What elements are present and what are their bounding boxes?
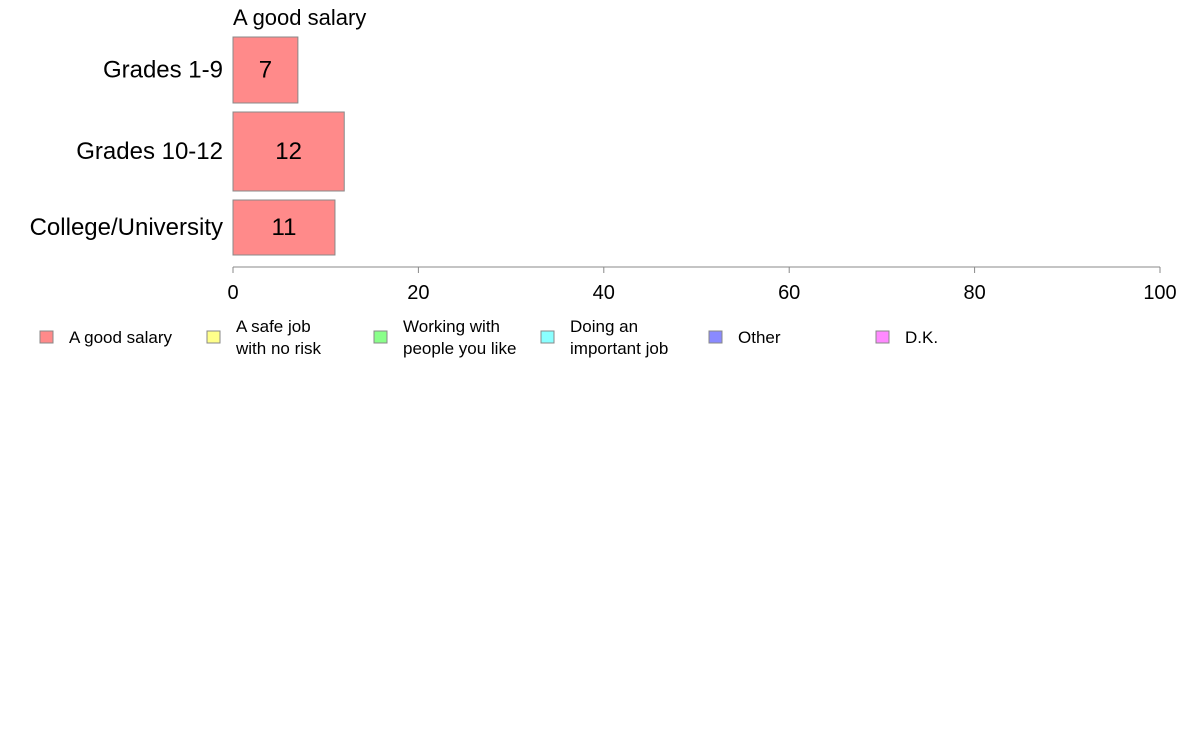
- legend-swatch: [206, 330, 221, 344]
- x-tick-label: 100: [1143, 282, 1176, 304]
- category-label: Grades 10-12: [76, 138, 223, 165]
- x-tick-label: 0: [227, 282, 238, 304]
- x-tick-label: 60: [778, 282, 800, 304]
- legend-label: Other: [738, 328, 781, 347]
- x-tick-label: 80: [963, 282, 985, 304]
- legend-item: Doing an important job: [540, 317, 668, 358]
- bar-value-label: 7: [259, 57, 272, 84]
- x-tick-label: 40: [593, 282, 615, 304]
- legend-label: D.K.: [905, 328, 938, 347]
- x-axis: 0 20 40 60 80 100: [227, 266, 1177, 304]
- x-tick-label: 20: [407, 282, 429, 304]
- legend-item: Other: [708, 328, 781, 347]
- legend-item: Working with people you like: [373, 317, 516, 358]
- legend-item: A safe job with no risk: [206, 317, 322, 358]
- bar-1: [232, 36, 299, 104]
- chart-title: A good salary: [233, 5, 366, 30]
- bar-value-label: 11: [272, 214, 297, 241]
- legend-label: people you like: [403, 339, 516, 358]
- bar-value-label: 12: [275, 138, 302, 165]
- bar-2: [232, 111, 345, 192]
- category-label: Grades 1-9: [103, 57, 223, 84]
- legend-swatch: [875, 330, 890, 344]
- legend: A good salary A safe job with no risk Worki…: [39, 317, 938, 358]
- legend-swatch: [540, 330, 555, 344]
- legend-label: A safe job: [236, 317, 311, 336]
- legend-item: D.K.: [875, 328, 938, 347]
- legend-label: Doing an: [570, 317, 638, 336]
- category-label: College/University: [30, 214, 223, 241]
- legend-swatch: [708, 330, 723, 344]
- legend-label: Working with: [403, 317, 500, 336]
- legend-swatch: [39, 330, 54, 344]
- legend-item: A good salary: [39, 328, 173, 347]
- bars-group: Grades 1-9 7 Grades 10-12 12 College/Univers…: [30, 36, 345, 256]
- legend-swatch: [373, 330, 388, 344]
- legend-label: A good salary: [69, 328, 173, 347]
- legend-label: important job: [570, 339, 668, 358]
- bar-3: [232, 199, 336, 256]
- legend-label: with no risk: [235, 339, 322, 358]
